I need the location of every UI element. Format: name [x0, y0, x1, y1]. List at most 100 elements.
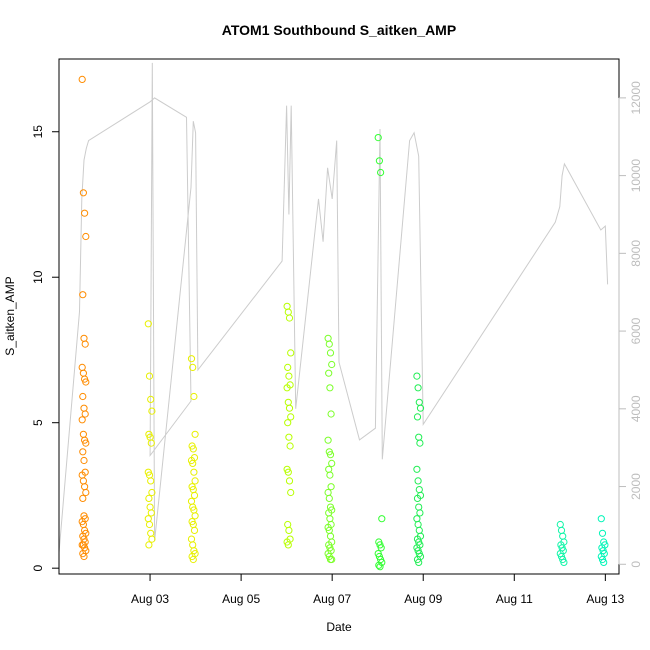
data-point — [378, 515, 386, 523]
data-point — [375, 157, 383, 165]
data-point — [285, 477, 294, 485]
data-point — [287, 488, 295, 497]
data-point — [187, 535, 196, 543]
data-point — [415, 558, 423, 567]
data-point — [415, 486, 423, 494]
data-point — [415, 503, 423, 511]
data-point — [81, 340, 89, 348]
data-point — [557, 526, 566, 535]
data-point — [80, 456, 88, 465]
data-point — [376, 563, 384, 571]
data-point — [144, 320, 152, 328]
data-point — [413, 515, 421, 523]
data-point — [190, 526, 199, 535]
y2-tick-label: 8000 — [629, 240, 643, 267]
y-tick-label: 5 — [31, 419, 45, 426]
data-point — [147, 395, 155, 403]
data-point — [189, 445, 197, 453]
y2-tick-label: 10000 — [629, 159, 643, 193]
data-point — [559, 532, 567, 540]
data-point — [78, 363, 86, 371]
x-tick-label: Aug 11 — [496, 592, 533, 606]
y2-tick-label: 6000 — [629, 317, 643, 344]
data-point — [82, 378, 90, 386]
data-point — [79, 448, 87, 456]
data-point — [145, 541, 153, 549]
data-point — [284, 520, 292, 529]
x-tick-label: Aug 07 — [313, 592, 351, 606]
data-point — [285, 372, 293, 380]
data-point — [79, 430, 88, 438]
data-point — [414, 477, 422, 485]
data-point — [146, 503, 154, 511]
data-point — [374, 134, 382, 142]
data-point — [413, 494, 422, 502]
data-point — [190, 468, 198, 476]
data-point — [598, 529, 607, 537]
x-tick-label: Aug 03 — [131, 592, 169, 606]
data-point — [284, 363, 292, 371]
data-point — [80, 404, 88, 412]
data-point — [326, 384, 334, 392]
data-point — [79, 392, 87, 401]
data-point — [324, 436, 332, 444]
data-point — [325, 340, 333, 348]
data-point — [375, 561, 383, 569]
data-point — [145, 372, 154, 380]
data-point — [187, 497, 196, 505]
data-point — [326, 349, 335, 357]
data-point — [145, 494, 153, 502]
y-tick-label: 0 — [31, 565, 45, 572]
data-point — [285, 433, 293, 441]
data-point — [415, 526, 423, 535]
data-point — [191, 430, 199, 438]
data-point — [283, 384, 291, 392]
y-tick-label: 15 — [31, 125, 45, 139]
data-point — [377, 168, 385, 177]
data-point — [284, 468, 292, 476]
data-point — [148, 535, 156, 543]
x-axis-label: Date — [326, 620, 352, 634]
data-point — [147, 439, 155, 447]
data-point — [560, 558, 568, 567]
data-point — [325, 369, 333, 377]
data-point — [416, 404, 425, 412]
data-point — [285, 526, 293, 535]
data-point — [144, 515, 152, 523]
series-line — [58, 62, 609, 553]
y2-tick-label: 0 — [629, 561, 643, 568]
data-point — [326, 515, 334, 523]
data-point — [190, 491, 199, 499]
data-point — [287, 413, 295, 421]
data-point — [415, 398, 423, 406]
data-point — [413, 413, 422, 421]
data-point — [79, 477, 88, 485]
data-point — [79, 369, 88, 377]
data-point — [284, 308, 292, 316]
data-point — [80, 334, 88, 342]
data-point — [324, 334, 332, 342]
data-point — [414, 384, 422, 392]
data-point — [326, 532, 335, 540]
data-point — [189, 555, 197, 564]
data-point — [325, 494, 333, 502]
y2-tick-label: 2000 — [629, 473, 643, 500]
data-point — [328, 555, 336, 564]
data-point — [597, 515, 605, 523]
data-point — [189, 363, 197, 371]
y2-tick-label: 12000 — [629, 81, 643, 115]
y-axis-label: S_aitken_AMP — [3, 276, 17, 355]
data-point — [191, 477, 199, 485]
data-point — [286, 442, 294, 450]
y2-axis: 0 2000 4000 6000 8000 10000 12000 — [618, 81, 643, 568]
data-point — [600, 558, 608, 567]
point-layer — [78, 75, 609, 571]
y-tick-label: 10 — [31, 270, 45, 284]
data-point — [416, 439, 424, 447]
data-point — [191, 512, 199, 520]
data-point — [190, 392, 198, 401]
data-point — [284, 419, 292, 427]
data-point — [81, 483, 89, 491]
data-point — [81, 209, 89, 217]
